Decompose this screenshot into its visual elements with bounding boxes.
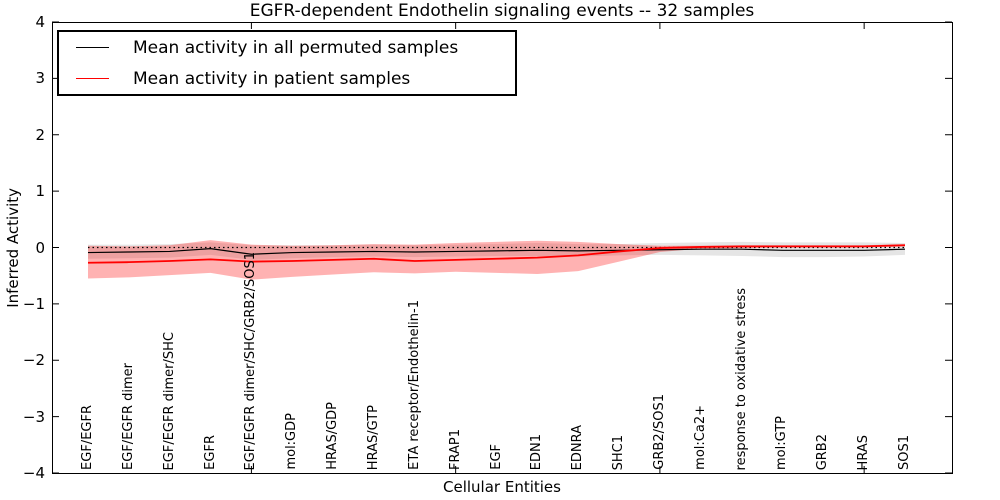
- y-tick-label: −1: [22, 294, 45, 313]
- y-tick-label: 4: [35, 13, 45, 31]
- patient-band: [88, 240, 905, 280]
- x-category-label: ETA receptor/Endothelin-1: [406, 300, 422, 470]
- x-category-label: EDNRA: [570, 424, 586, 470]
- y-tick-label: 1: [35, 182, 45, 201]
- x-category-label: SOS1: [897, 434, 912, 470]
- x-category-label: EGF/EGFR dimer/SHC: [161, 331, 177, 470]
- x-category-label: EGF/EGFR: [80, 405, 95, 470]
- y-tick-label: −3: [22, 407, 45, 426]
- patient-mean-line: [87, 244, 906, 264]
- x-category-label: response to oxidative stress: [733, 287, 749, 470]
- x-category-label: EGF/EGFR dimer/SHC/GRB2/SOS1: [243, 251, 259, 471]
- x-category-label: mol:Ca2+: [692, 405, 708, 470]
- x-category-label: EDN1: [529, 433, 545, 470]
- x-category-label: FRAP1: [447, 429, 463, 470]
- x-category-label: SHC1: [611, 434, 627, 470]
- legend-line-sample-permuted: [76, 47, 109, 48]
- x-category-label: EGFR: [202, 435, 218, 470]
- y-tick-label: −4: [22, 464, 45, 482]
- legend-item-permuted: Mean activity in all permuted samples: [59, 38, 515, 58]
- legend-label-permuted: Mean activity in all permuted samples: [133, 37, 459, 58]
- y-tick-label: 2: [35, 125, 45, 144]
- x-category-label: mol:GTP: [774, 416, 790, 470]
- x-category-label: GRB2: [815, 433, 831, 470]
- permuted-mean-line: [87, 248, 906, 255]
- legend: Mean activity in all permuted samples Me…: [57, 30, 517, 96]
- x-category-label: mol:GDP: [284, 413, 300, 470]
- x-category-label: HRAS/GDP: [325, 402, 341, 470]
- legend-item-patient: Mean activity in patient samples: [59, 69, 515, 89]
- x-category-label: HRAS: [856, 434, 872, 470]
- chart-title: EGFR-dependent Endothelin signaling even…: [249, 1, 755, 21]
- y-tick-label: 3: [35, 69, 45, 88]
- x-category-label: EGF/EGFR dimer: [120, 363, 136, 470]
- x-axis-label: Cellular Entities: [443, 478, 561, 496]
- legend-label-patient: Mean activity in patient samples: [133, 68, 411, 89]
- x-category-label: GRB2/SOS1: [651, 394, 667, 470]
- y-tick-label: −2: [22, 351, 45, 370]
- x-category-label: EGF: [488, 444, 504, 470]
- y-tick-label: 0: [35, 238, 45, 257]
- x-category-label: HRAS/GTP: [365, 404, 381, 470]
- legend-line-sample-patient: [76, 78, 109, 79]
